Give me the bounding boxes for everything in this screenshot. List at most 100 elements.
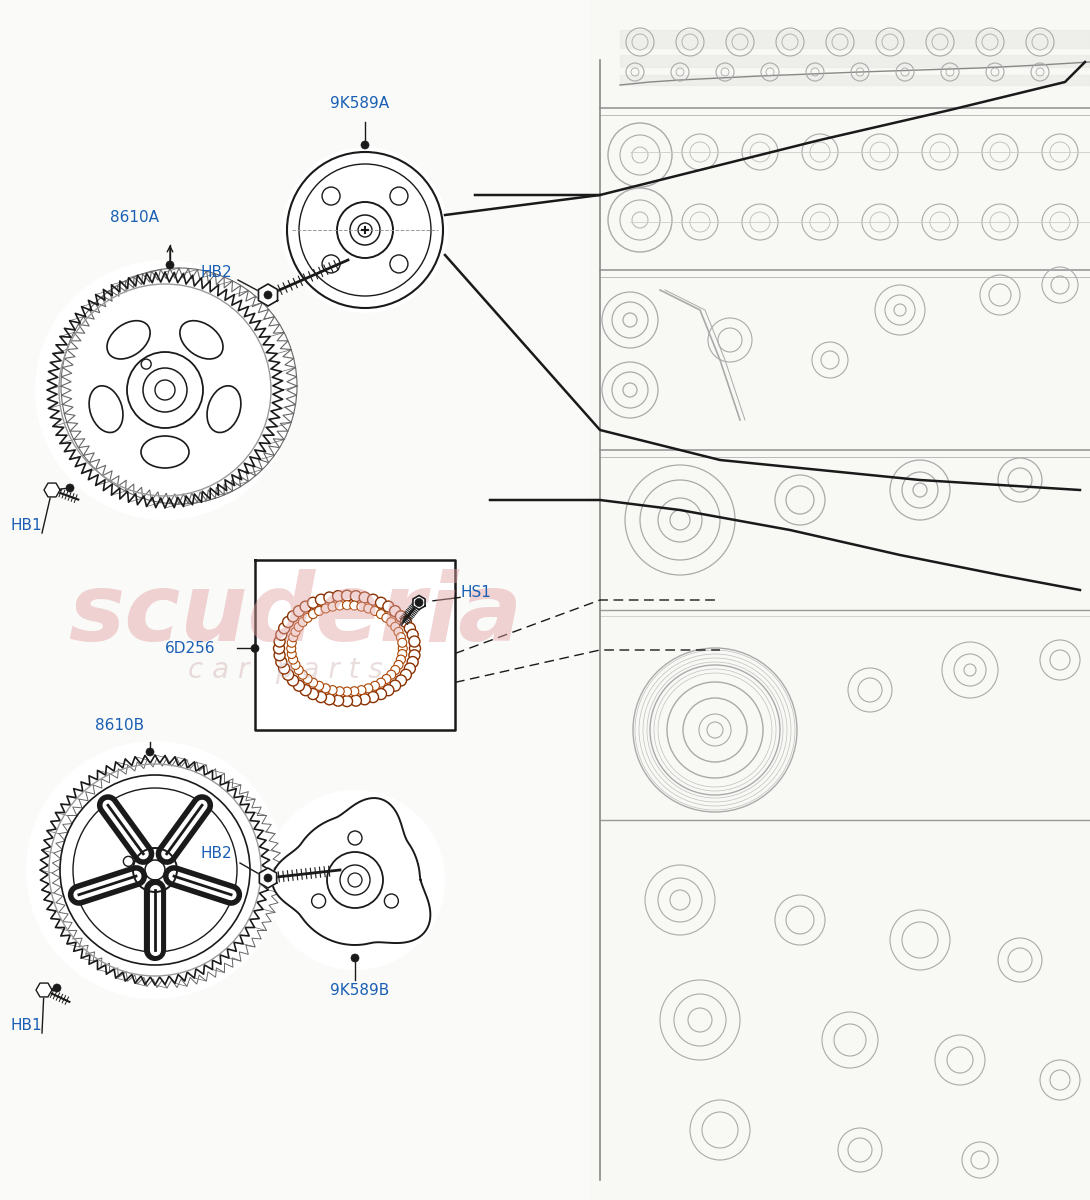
Ellipse shape: [89, 386, 123, 432]
Polygon shape: [44, 484, 60, 497]
Circle shape: [322, 254, 340, 272]
Circle shape: [342, 601, 351, 610]
Circle shape: [288, 611, 299, 622]
Circle shape: [294, 623, 303, 631]
Polygon shape: [620, 30, 1090, 48]
Polygon shape: [413, 595, 425, 610]
Circle shape: [391, 623, 400, 631]
Circle shape: [397, 632, 405, 642]
Circle shape: [382, 613, 391, 623]
Circle shape: [389, 680, 401, 691]
Circle shape: [279, 664, 290, 674]
Circle shape: [400, 617, 411, 628]
Circle shape: [324, 592, 335, 602]
Polygon shape: [272, 798, 431, 946]
Ellipse shape: [180, 320, 223, 359]
Polygon shape: [259, 868, 277, 888]
Circle shape: [356, 602, 366, 611]
Polygon shape: [620, 74, 1090, 85]
Circle shape: [289, 655, 298, 664]
Circle shape: [315, 682, 324, 690]
Circle shape: [251, 644, 259, 653]
Circle shape: [274, 649, 286, 661]
Circle shape: [350, 601, 359, 610]
Circle shape: [350, 590, 362, 601]
Circle shape: [274, 643, 284, 654]
Circle shape: [35, 260, 295, 520]
Text: 9K589B: 9K589B: [330, 983, 389, 998]
Circle shape: [282, 617, 293, 628]
Circle shape: [166, 260, 174, 269]
Circle shape: [367, 594, 378, 605]
Circle shape: [288, 674, 299, 686]
Circle shape: [385, 894, 398, 908]
Circle shape: [398, 638, 407, 647]
Circle shape: [308, 678, 317, 688]
Circle shape: [398, 649, 407, 659]
Circle shape: [375, 689, 387, 700]
Circle shape: [123, 857, 133, 866]
Circle shape: [383, 601, 393, 612]
Circle shape: [359, 694, 371, 704]
Text: c a r   p a r t s: c a r p a r t s: [187, 656, 383, 684]
Circle shape: [142, 359, 152, 370]
Circle shape: [322, 187, 340, 205]
Circle shape: [276, 629, 287, 641]
Circle shape: [307, 598, 318, 608]
Circle shape: [53, 984, 61, 992]
Circle shape: [375, 598, 387, 608]
Circle shape: [299, 618, 307, 626]
Circle shape: [300, 601, 311, 612]
Circle shape: [264, 290, 272, 299]
Circle shape: [291, 660, 300, 670]
Circle shape: [293, 606, 304, 617]
Circle shape: [410, 643, 421, 654]
Circle shape: [324, 694, 335, 704]
Circle shape: [350, 686, 359, 696]
Circle shape: [291, 628, 300, 636]
Text: 8610A: 8610A: [110, 210, 159, 226]
Circle shape: [282, 146, 448, 313]
Circle shape: [396, 674, 407, 686]
Circle shape: [289, 632, 298, 642]
Circle shape: [315, 606, 324, 616]
Circle shape: [287, 644, 295, 653]
Circle shape: [303, 613, 312, 623]
Circle shape: [371, 682, 379, 690]
Circle shape: [356, 685, 366, 695]
Circle shape: [390, 254, 408, 272]
Circle shape: [336, 686, 344, 696]
Circle shape: [361, 140, 370, 149]
Text: 9K589A: 9K589A: [330, 96, 389, 110]
Circle shape: [288, 649, 296, 659]
Circle shape: [387, 618, 396, 626]
Circle shape: [387, 671, 396, 679]
Circle shape: [308, 610, 317, 619]
Polygon shape: [258, 284, 278, 306]
Text: HB1: HB1: [10, 1018, 41, 1033]
Circle shape: [279, 623, 290, 634]
Circle shape: [393, 660, 403, 670]
Circle shape: [390, 187, 408, 205]
Circle shape: [409, 636, 420, 647]
Circle shape: [265, 790, 445, 970]
Circle shape: [274, 636, 286, 647]
Text: 8610B: 8610B: [95, 718, 144, 733]
Circle shape: [408, 629, 419, 641]
Circle shape: [328, 685, 337, 695]
Circle shape: [66, 484, 74, 492]
Ellipse shape: [107, 320, 150, 359]
Circle shape: [288, 638, 296, 647]
Circle shape: [315, 691, 327, 702]
Circle shape: [367, 691, 378, 702]
Circle shape: [342, 688, 351, 696]
Circle shape: [299, 671, 307, 679]
Circle shape: [376, 610, 386, 619]
Circle shape: [307, 689, 318, 700]
Ellipse shape: [207, 386, 241, 432]
Circle shape: [328, 602, 337, 611]
Text: scuderia: scuderia: [68, 569, 522, 661]
Circle shape: [282, 670, 293, 680]
Circle shape: [400, 670, 411, 680]
Circle shape: [293, 680, 304, 691]
